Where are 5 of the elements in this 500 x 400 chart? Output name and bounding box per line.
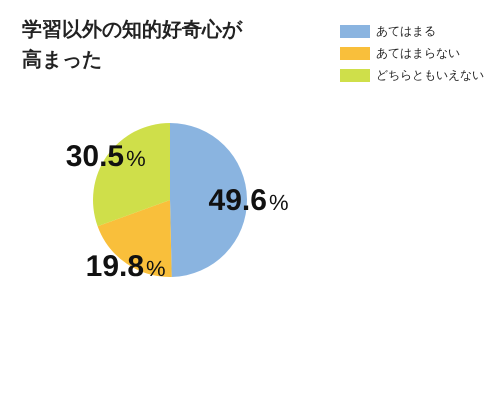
- legend-label: あてはまらない: [376, 44, 460, 62]
- legend-label: あてはまる: [376, 22, 436, 40]
- data-label: 19.8%: [86, 250, 166, 283]
- chart-title: 学習以外の知的好奇心が高まった: [22, 16, 244, 73]
- legend-label: どちらともいえない: [376, 66, 484, 84]
